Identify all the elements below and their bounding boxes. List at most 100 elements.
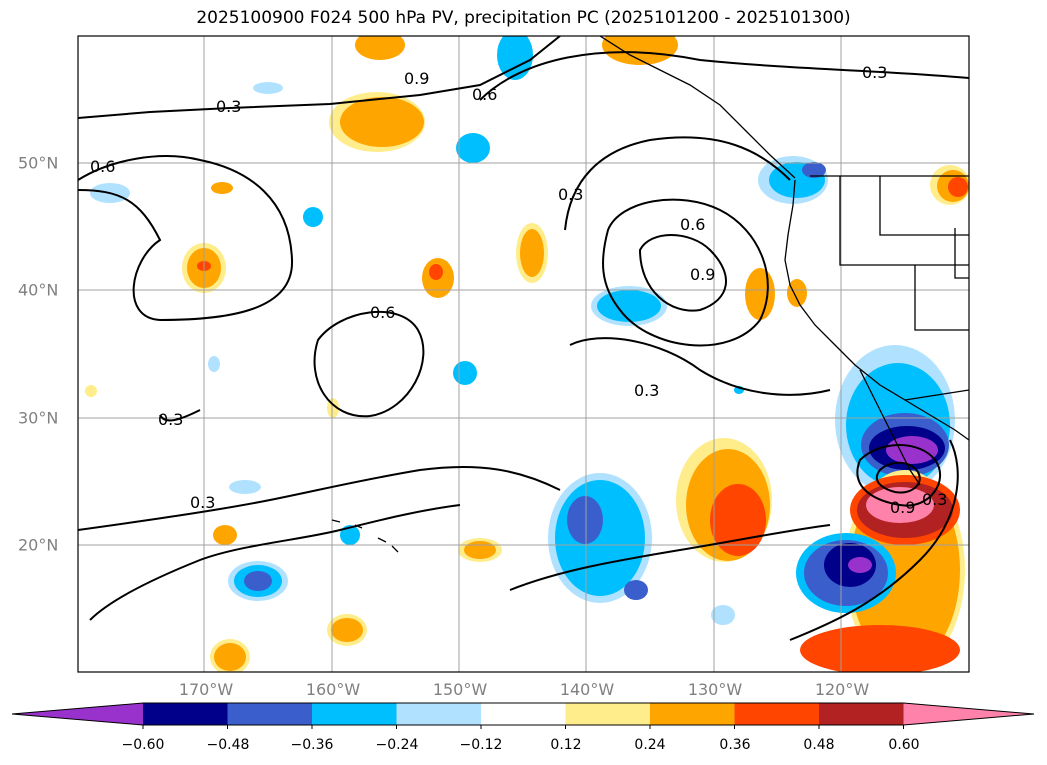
pv-contour-labels: 0.3 0.6 0.9 0.6 0.3 0.3 0.6 0.9 0.6 0.3 … [90,63,947,517]
precip-blob [497,36,533,80]
lon-label: 120°W [814,680,870,699]
colorbar-swatch [565,703,651,725]
lat-label: 40°N [18,280,59,300]
precip-blob [567,496,603,544]
colorbar-tick-label: 0.24 [634,737,666,753]
lat-label: 30°N [18,408,59,428]
pv-contour-label: 0.9 [690,265,715,284]
map-title: 2025100900 F024 500 hPa PV, precipitatio… [196,8,851,28]
colorbar-swatch [312,703,397,725]
colorbar-tick-label: −0.48 [206,737,250,753]
colorbar-swatch [819,703,904,725]
precip-blob [848,557,872,573]
coastline-west-coast [784,179,969,441]
pv-contours [78,36,969,641]
pv-contour-label: 0.3 [216,97,241,116]
gridlines [78,36,969,672]
pv-contour-label: 0.9 [890,498,915,517]
colorbar-tick-label: −0.60 [121,737,165,753]
pv-contour-0.3 [564,136,791,231]
lat-label: 50°N [18,153,59,173]
colorbar-extend-min [12,703,143,725]
precip-blob [787,279,807,307]
colorbar-swatch [481,703,566,725]
colorbar-swatch [734,703,820,725]
precip-blob [303,207,323,227]
colorbar-tick-label: 0.48 [803,737,835,753]
lon-label: 140°W [559,680,615,699]
precip-blob [340,525,360,545]
colorbar-tick-label: 0.60 [888,737,920,753]
precip-blob [355,36,405,60]
colorbar-swatch [227,703,313,725]
precip-blob [340,97,424,147]
pv-contour-0.3 [569,337,831,396]
pv-contour-label: 0.6 [370,303,395,322]
coastlines [331,36,969,553]
precip-blob [331,618,363,642]
pv-contour-0.6 [856,444,941,507]
pv-contour-label: 0.9 [404,69,429,88]
lon-label: 130°W [687,680,743,699]
precip-blob [453,361,477,385]
precip-blob [597,290,661,322]
precip-blob [244,571,272,591]
coastline-baja [859,369,921,486]
pv-contour-0.3 [159,409,201,422]
precip-blob [555,480,645,596]
precip-blob [948,177,968,197]
precip-blob [886,436,938,464]
colorbar [11,702,1035,729]
pv-contour-label: 0.3 [862,63,887,82]
pv-contour-label: 0.3 [558,185,583,204]
colorbar-tick-label: −0.12 [459,737,503,753]
precip-blob [624,580,648,600]
lon-label: 170°W [178,680,234,699]
pv-contour-label: 0.3 [158,410,183,429]
pv-contour-0.9 [875,461,921,494]
pv-contour-0.6 [78,155,294,322]
colorbar-swatch [650,703,735,725]
pv-contour-label: 0.3 [190,493,215,512]
pv-contour-0.9 [638,234,727,312]
hawaii-islands [331,519,399,553]
lon-label: 160°W [305,680,361,699]
precip-blob [229,480,261,494]
precip-blob [802,162,826,178]
precip-blob [211,182,233,194]
precip-blob [214,643,246,671]
pv-contour-0.6 [313,310,425,418]
precip-blob [208,356,220,372]
precip-blob [711,605,735,625]
pv-contour-0.3 [78,36,561,119]
pv-contour-label: 0.6 [680,215,705,234]
precip-blob [520,229,544,277]
colorbar-tick-label: −0.36 [290,737,334,753]
pv-contour-label: 0.3 [922,490,947,509]
precip-blob [464,541,496,559]
pv-contour-0.3 [89,504,461,621]
colorbar-extend-max [903,703,1034,725]
colorbar-tick-label: 0.36 [719,737,751,753]
precip-blob [456,133,490,163]
precip-blob [213,525,237,545]
map-border [77,35,970,673]
pv-contour-0.6 [602,198,769,347]
colorbar-swatch [396,703,482,725]
pv-contour-0.3 [789,439,959,641]
precip-blob [429,264,443,280]
pv-contour-0.3 [78,465,561,531]
colorbar-swatch [143,703,228,725]
pv-contour-label: 0.3 [634,381,659,400]
pv-contour-0.3 [479,51,969,101]
border-us-mexico [904,389,969,401]
state-borders [839,176,969,331]
lat-label: 20°N [18,535,59,555]
precip-blob [85,385,97,397]
precip-blob [253,82,283,94]
lon-label: 150°W [432,680,488,699]
coastline-alaska [599,36,796,179]
precip-blob [602,36,678,65]
colorbar-tick-label: −0.24 [375,737,419,753]
